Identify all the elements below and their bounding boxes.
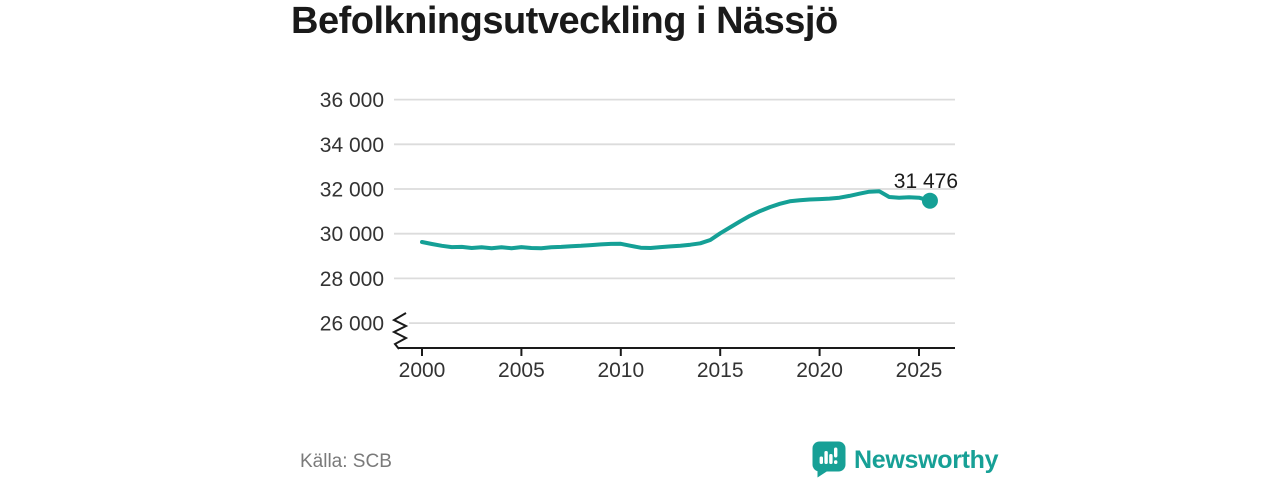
population-chart: 26 000 28 000 30 000 32 000 34 000 36 000 2000… bbox=[320, 89, 958, 382]
x-tick-label: 2020 bbox=[796, 359, 843, 382]
logo-bar-2 bbox=[824, 451, 828, 464]
axis-break-zigzag bbox=[391, 312, 409, 350]
y-tick-label: 30 000 bbox=[320, 223, 384, 246]
x-tick-label: 2015 bbox=[697, 359, 744, 382]
logo-bubble-tail bbox=[817, 467, 829, 478]
x-tick-label: 2025 bbox=[896, 359, 943, 382]
end-value-label: 31 476 bbox=[894, 170, 958, 193]
newsworthy-logo: Newsworthy bbox=[812, 441, 999, 478]
grid-layer bbox=[394, 98, 955, 325]
source-note: Källa: SCB bbox=[300, 451, 392, 472]
logo-bar-1 bbox=[819, 456, 823, 464]
axis-layer: 26 000 28 000 30 000 32 000 34 000 36 000 2000… bbox=[320, 89, 955, 382]
logo-exclamation-dot bbox=[834, 460, 838, 464]
logo-bar-3 bbox=[829, 454, 833, 464]
logo-exclamation-bar bbox=[834, 447, 838, 458]
y-tick-label: 26 000 bbox=[320, 313, 384, 336]
population-line bbox=[420, 189, 932, 251]
x-tick-label: 2000 bbox=[399, 359, 446, 382]
chart-title: Befolkningsutveckling i Nässjö bbox=[291, 0, 838, 42]
y-tick-label: 32 000 bbox=[320, 179, 384, 202]
logo-bubble bbox=[812, 441, 846, 472]
newsworthy-logo-text: Newsworthy bbox=[854, 445, 999, 474]
latest-point-marker bbox=[921, 192, 938, 209]
y-tick-label: 34 000 bbox=[320, 134, 384, 157]
y-tick-label: 28 000 bbox=[320, 268, 384, 291]
y-tick-label: 36 000 bbox=[320, 89, 384, 112]
x-tick-label: 2010 bbox=[597, 359, 644, 382]
newsworthy-logo-icon bbox=[812, 441, 846, 478]
series-layer bbox=[420, 189, 938, 251]
x-tick-label: 2005 bbox=[498, 359, 545, 382]
